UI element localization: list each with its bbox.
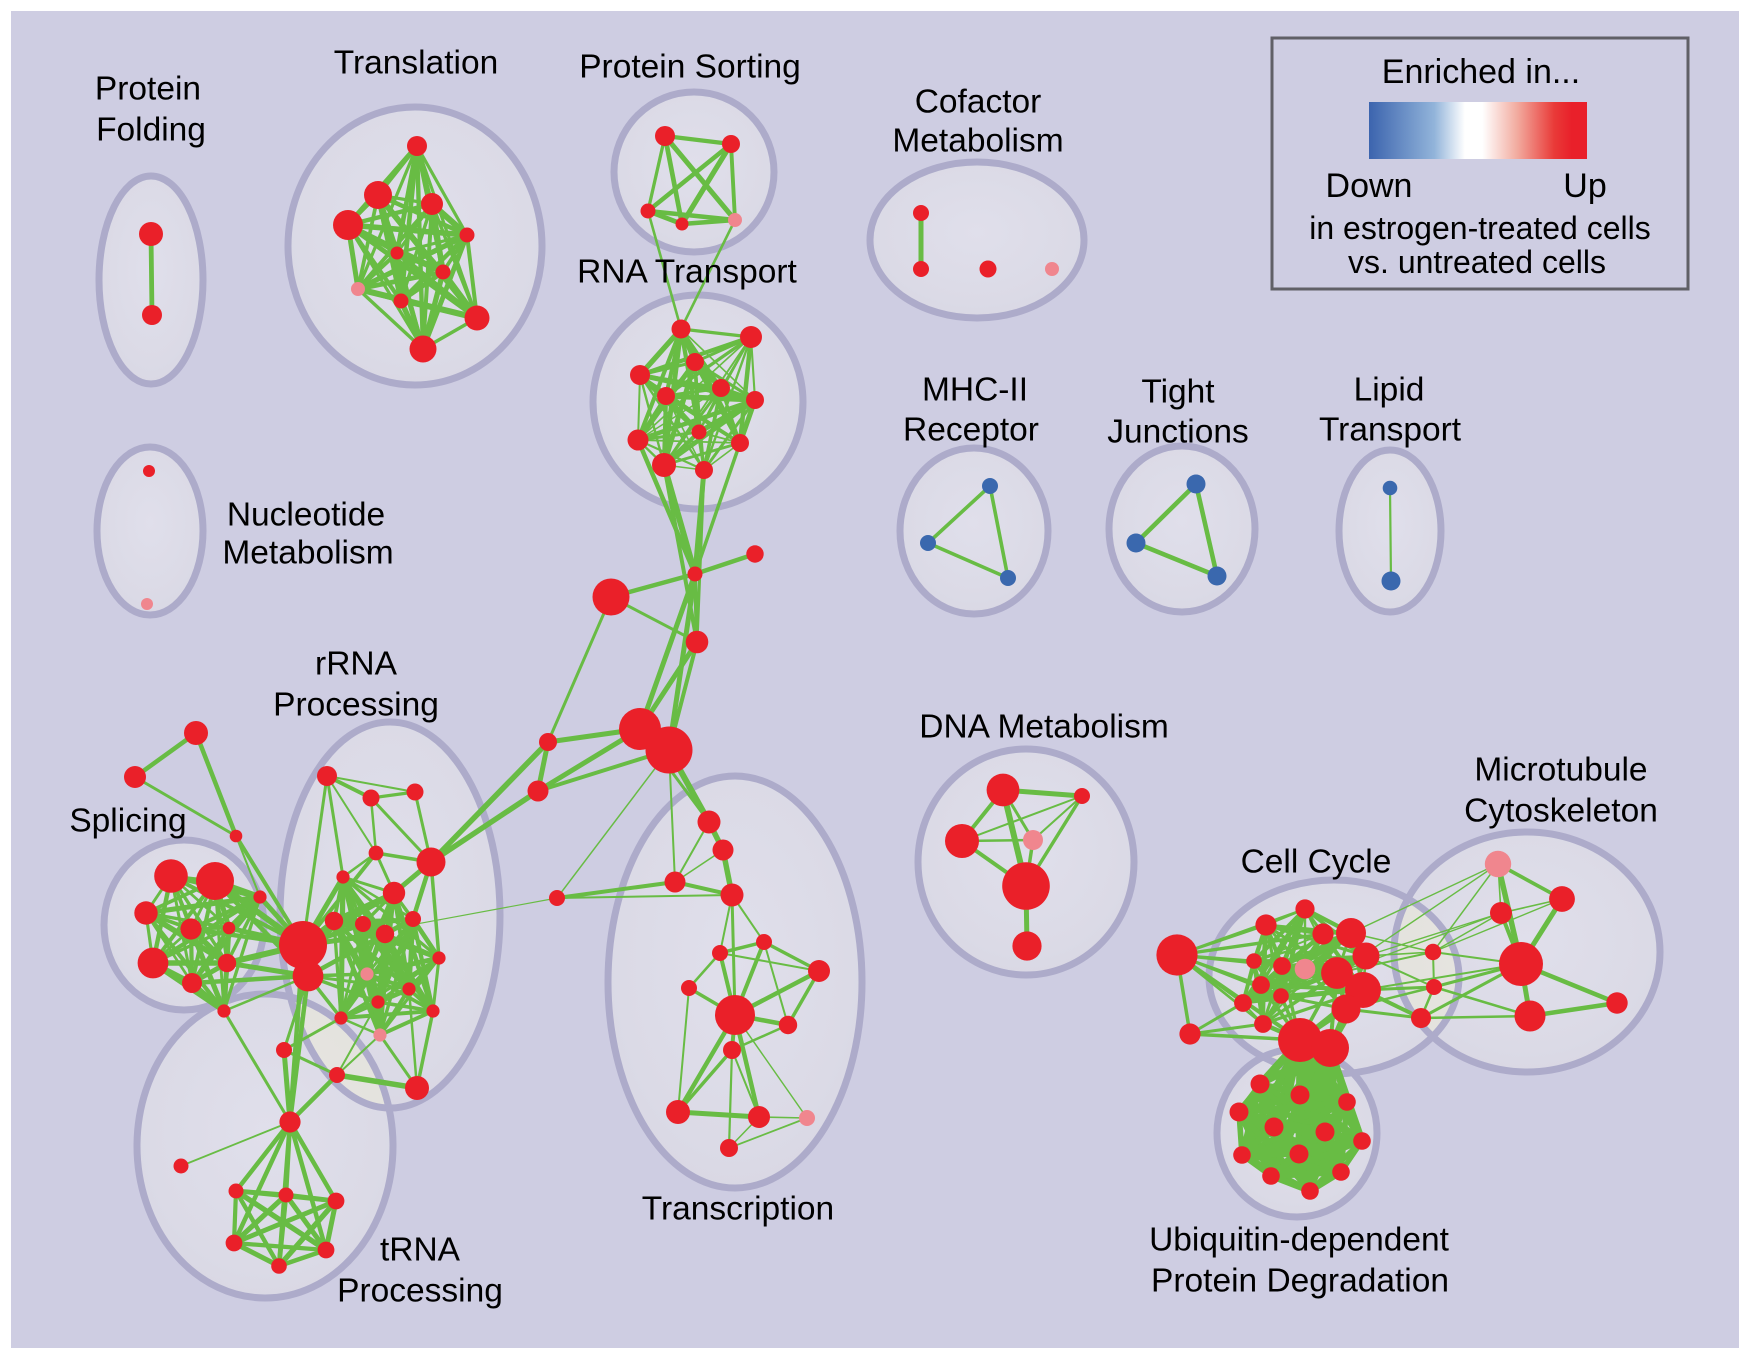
svg-text:RNA Transport: RNA Transport xyxy=(577,254,797,291)
svg-text:Splicing: Splicing xyxy=(69,803,186,840)
svg-text:Nucleotide: Nucleotide xyxy=(227,497,385,534)
svg-text:Metabolism: Metabolism xyxy=(892,123,1063,160)
svg-text:Translation: Translation xyxy=(334,45,498,82)
svg-text:Transcription: Transcription xyxy=(642,1191,834,1228)
svg-text:rRNA: rRNA xyxy=(315,646,398,683)
svg-text:in estrogen-treated cells: in estrogen-treated cells xyxy=(1309,210,1651,246)
svg-text:Microtubule: Microtubule xyxy=(1474,752,1647,789)
svg-text:Protein: Protein xyxy=(95,71,201,108)
svg-text:Receptor: Receptor xyxy=(903,412,1039,449)
svg-text:Lipid: Lipid xyxy=(1354,372,1425,409)
svg-text:vs. untreated cells: vs. untreated cells xyxy=(1348,244,1606,280)
svg-text:Junctions: Junctions xyxy=(1107,414,1249,451)
svg-text:MHC-II: MHC-II xyxy=(922,372,1028,409)
svg-text:Down: Down xyxy=(1326,167,1413,205)
svg-text:Processing: Processing xyxy=(273,687,439,724)
svg-text:tRNA: tRNA xyxy=(380,1232,461,1269)
svg-text:Metabolism: Metabolism xyxy=(222,535,393,572)
svg-text:Up: Up xyxy=(1563,167,1606,205)
svg-text:Cell Cycle: Cell Cycle xyxy=(1241,844,1392,881)
svg-text:Cofactor: Cofactor xyxy=(915,84,1042,121)
svg-text:Protein Sorting: Protein Sorting xyxy=(579,49,801,86)
svg-text:Enriched in...: Enriched in... xyxy=(1382,53,1580,91)
svg-text:Ubiquitin-dependent: Ubiquitin-dependent xyxy=(1149,1222,1450,1259)
svg-text:Processing: Processing xyxy=(337,1273,503,1310)
svg-text:Transport: Transport xyxy=(1319,412,1462,449)
svg-text:Cytoskeleton: Cytoskeleton xyxy=(1464,793,1658,830)
svg-text:Tight: Tight xyxy=(1141,374,1215,411)
svg-text:Protein Degradation: Protein Degradation xyxy=(1151,1263,1449,1300)
svg-text:Folding: Folding xyxy=(96,112,206,149)
svg-text:DNA Metabolism: DNA Metabolism xyxy=(919,709,1168,746)
